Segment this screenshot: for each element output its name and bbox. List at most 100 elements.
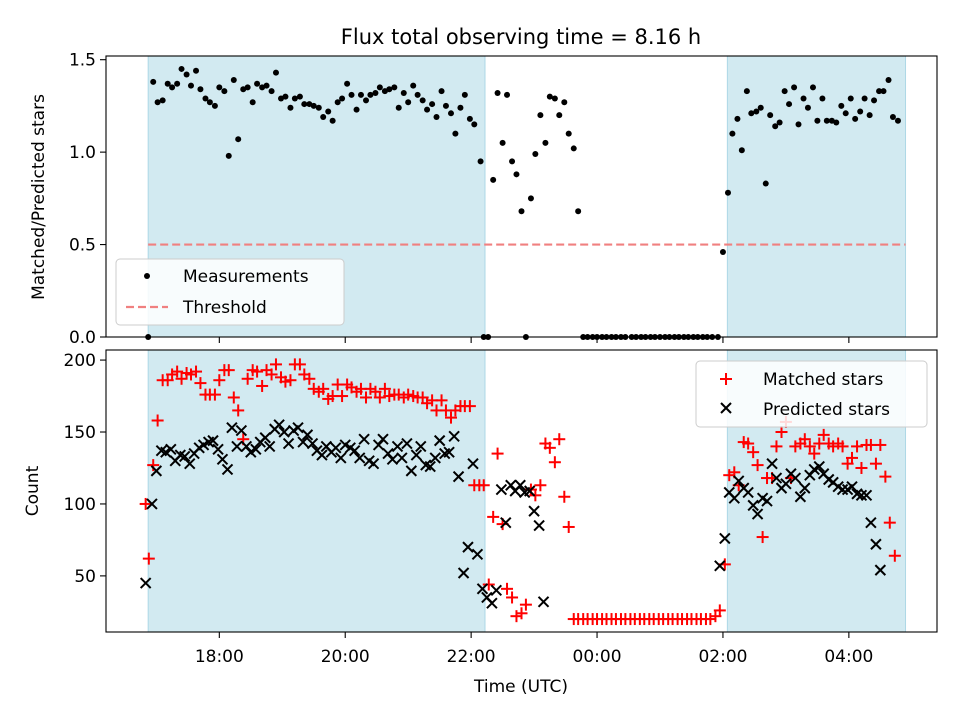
measurement-point: [767, 112, 774, 119]
measurement-point: [178, 65, 185, 72]
matched-star-point: [789, 440, 802, 453]
predicted-star-point: [528, 505, 540, 517]
matched-star-point: [751, 459, 764, 472]
measurement-point: [494, 89, 501, 96]
measurement-point: [197, 86, 204, 93]
predicted-star-point: [292, 421, 304, 434]
measurement-point: [738, 147, 745, 154]
predicted-star-point: [207, 434, 219, 447]
bottom-legend: Matched stars Predicted stars: [695, 360, 928, 428]
matched-star-point: [171, 365, 184, 378]
top-panel-y-ticks: 0.0 0.5 1.0 1.5: [69, 51, 106, 348]
predicted-star-point: [452, 470, 465, 483]
measurement-point: [551, 95, 558, 102]
predicted-star-point: [462, 541, 474, 553]
measurement-point: [757, 104, 764, 111]
measurement-point: [499, 139, 506, 146]
measurement-point: [339, 95, 346, 102]
matched-star-point: [534, 479, 547, 492]
measurement-point: [776, 119, 783, 126]
measurement-point: [800, 95, 807, 102]
matched-star-point: [241, 372, 254, 385]
matched-star-point: [383, 390, 396, 403]
measurement-point: [442, 102, 449, 109]
predicted-star-point: [282, 437, 295, 450]
matched-star-point: [279, 375, 292, 388]
predicted-star-point: [448, 430, 460, 443]
x-tick-label: 18:00: [195, 647, 244, 667]
measurement-point: [791, 84, 798, 91]
measurement-point: [527, 195, 534, 202]
measurement-point: [814, 117, 821, 124]
matched-star-point: [360, 391, 373, 404]
measurement-point: [353, 106, 360, 113]
predicted-star-point: [415, 440, 427, 453]
measurement-point: [809, 84, 816, 91]
measurement-point: [169, 84, 176, 91]
matched-star-point: [869, 457, 882, 470]
matched-star-point: [851, 440, 864, 453]
measurement-point: [743, 88, 750, 95]
matched-star-point: [487, 510, 500, 523]
predicted-star-point: [860, 489, 873, 502]
predicted-star-point: [335, 452, 347, 464]
measurement-point: [452, 130, 459, 137]
legend-predicted-marker: [720, 402, 732, 414]
measurement-point: [433, 114, 440, 121]
measurement-point: [457, 104, 464, 111]
predicted-star-point: [146, 498, 158, 510]
predicted-star-point: [306, 437, 319, 450]
measurement-point: [857, 108, 864, 115]
matched-star-point: [190, 365, 203, 378]
measurement-point: [504, 91, 511, 98]
measurement-point: [889, 114, 896, 121]
predicted-star-point: [523, 485, 536, 497]
matched-star-point: [742, 437, 755, 450]
matched-star-point: [222, 364, 235, 377]
top-legend: Measurements Threshold: [115, 258, 345, 326]
top-panel: 0.0 0.5 1.0 1.5 Matched/Predicted stars Mea…: [29, 51, 938, 348]
measurement-point: [753, 108, 760, 115]
measurement-point: [344, 80, 351, 87]
matched-star-point: [803, 440, 816, 453]
matched-star-point: [213, 374, 226, 387]
measurement-point: [315, 104, 322, 111]
measurement-point: [471, 121, 478, 128]
measurement-point: [410, 82, 417, 89]
matched-star-point: [166, 368, 179, 381]
predicted-star-point: [424, 460, 436, 473]
predicted-star-point: [139, 577, 152, 589]
top-panel-y-axis-label: Matched/Predicted stars: [29, 94, 49, 300]
measurement-point: [400, 89, 407, 96]
matched-star-point: [208, 388, 221, 401]
predicted-star-point: [226, 421, 238, 434]
predicted-stars-points: [139, 419, 887, 609]
matched-star-point: [194, 377, 207, 390]
x-tick-label: 04:00: [824, 647, 873, 667]
measurement-point: [159, 97, 166, 104]
predicted-star-point: [855, 489, 868, 502]
predicted-star-point: [235, 424, 248, 437]
predicted-star-point: [263, 440, 276, 453]
measurement-point: [490, 176, 497, 183]
measurement-point: [871, 97, 878, 104]
predicted-star-point: [429, 452, 441, 464]
measurement-point: [833, 119, 840, 126]
measurement-point: [885, 77, 892, 84]
predicted-star-point: [500, 516, 512, 529]
shaded-region: [147, 349, 486, 633]
measurement-point: [842, 110, 849, 117]
matched-star-point: [251, 365, 264, 378]
measurement-point: [852, 115, 859, 122]
matched-star-point: [879, 470, 892, 483]
predicted-star-point: [353, 452, 366, 464]
predicted-star-point: [490, 584, 503, 596]
measurement-point: [357, 91, 364, 98]
measurement-point: [263, 82, 270, 89]
measurement-point: [447, 110, 454, 117]
matched-star-point: [378, 382, 391, 395]
measurement-point: [461, 91, 468, 98]
measurement-point: [537, 112, 544, 119]
predicted-star-point: [719, 532, 731, 545]
